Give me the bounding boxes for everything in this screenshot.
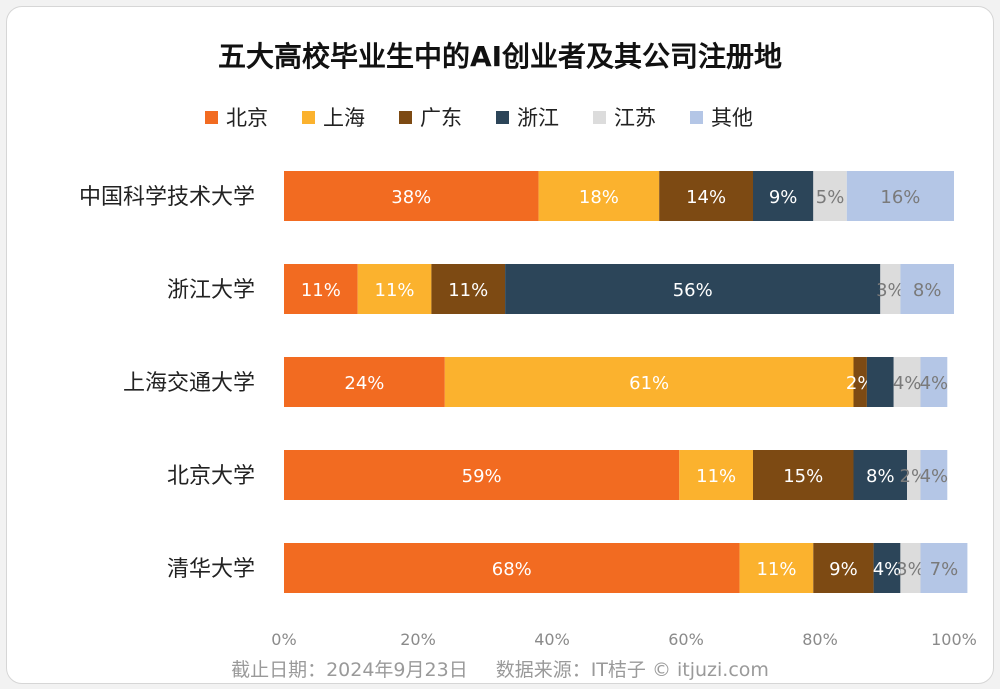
- data-label: 15%: [783, 466, 823, 487]
- chart-title: 五大高校毕业生中的AI创业者及其公司注册地: [217, 40, 783, 73]
- data-label: 7%: [930, 559, 959, 580]
- footer: 截止日期：2024年9月23日 数据来源：IT桔子 © itjuzi.com: [7, 655, 993, 682]
- category-label: 北京大学: [167, 464, 255, 489]
- category-label: 清华大学: [167, 557, 255, 582]
- x-tick-label: 80%: [802, 630, 838, 649]
- category-label: 浙江大学: [167, 278, 255, 303]
- data-label: 56%: [673, 280, 713, 301]
- bar-segment: [846, 171, 954, 221]
- bar-segment: [873, 543, 901, 593]
- legend-swatch: [399, 110, 412, 124]
- bar-segment: [813, 171, 847, 221]
- category-label: 中国科学技术大学: [79, 185, 255, 210]
- bar-segment: [679, 450, 753, 500]
- bar-segment: [866, 357, 894, 407]
- data-label: 5%: [816, 187, 845, 208]
- legend-item-other: 其他: [690, 102, 753, 132]
- legend-swatch: [496, 110, 509, 124]
- bar-segment: [920, 543, 968, 593]
- legend-item-beijing: 北京: [205, 102, 268, 132]
- data-label: 11%: [301, 280, 341, 301]
- data-label: 3%: [896, 559, 925, 580]
- data-label: 8%: [866, 466, 895, 487]
- data-label: 9%: [829, 559, 858, 580]
- bar-segment: [431, 264, 506, 314]
- data-label: 8%: [913, 280, 942, 301]
- x-tick-label: 40%: [534, 630, 570, 649]
- bar-segment: [659, 171, 753, 221]
- data-label: 11%: [448, 280, 488, 301]
- data-label: 18%: [579, 187, 619, 208]
- x-tick-label: 0%: [271, 630, 296, 649]
- stacked-bar-chart: 中国科学技术大学 38% 18% 14% 9% 5% 16% 浙江大学 11% 11% 11% 56%…: [79, 171, 977, 649]
- legend: 北京 上海 广东 浙江 江苏 其他: [205, 103, 753, 131]
- legend-item-zhejiang: 浙江: [496, 102, 559, 132]
- bar-segment: [444, 357, 854, 407]
- bar-segment: [880, 264, 901, 314]
- data-label: 4%: [920, 373, 949, 394]
- bar-segment: [284, 357, 445, 407]
- x-tick-label: 100%: [931, 630, 977, 649]
- legend-item-jiangsu: 江苏: [593, 102, 656, 132]
- bar-segment: [900, 543, 921, 593]
- bar-segment: [920, 357, 948, 407]
- bar-segment: [538, 171, 660, 221]
- bar-segment: [284, 450, 680, 500]
- data-label: 11%: [375, 280, 415, 301]
- footer-source: 数据来源：IT桔子 © itjuzi.com: [495, 659, 769, 681]
- legend-item-shanghai: 上海: [302, 102, 365, 132]
- bar-segment: [893, 357, 921, 407]
- bar-segment: [357, 264, 432, 314]
- data-label: 4%: [920, 466, 949, 487]
- bar-segment: [284, 543, 740, 593]
- data-label: 11%: [756, 559, 796, 580]
- x-tick-label: 20%: [400, 630, 436, 649]
- data-label: 61%: [629, 373, 669, 394]
- data-label: 59%: [462, 466, 502, 487]
- bar-segment: [284, 264, 358, 314]
- data-label: 4%: [873, 559, 902, 580]
- chart-card: 五大高校毕业生中的AI创业者及其公司注册地 北京 上海 广东 浙江 江苏 其他 …: [6, 6, 994, 684]
- data-label: 16%: [880, 187, 920, 208]
- legend-swatch: [205, 110, 218, 124]
- bar-segment: [853, 357, 867, 407]
- legend-item-guangdong: 广东: [399, 102, 462, 132]
- legend-swatch: [690, 110, 703, 124]
- legend-swatch: [302, 110, 315, 124]
- bar-segment: [900, 264, 954, 314]
- data-label: 38%: [391, 187, 431, 208]
- legend-swatch: [593, 110, 606, 124]
- bar-segment: [920, 450, 948, 500]
- bar-segment: [753, 171, 814, 221]
- data-label: 3%: [876, 280, 905, 301]
- x-tick-label: 60%: [668, 630, 704, 649]
- data-label: 9%: [769, 187, 798, 208]
- footer-date: 截止日期：2024年9月23日: [231, 659, 468, 681]
- bar-segment: [753, 450, 854, 500]
- data-label: 4%: [893, 373, 922, 394]
- bar-segment: [853, 450, 908, 500]
- bar-segment: [505, 264, 881, 314]
- bar-segment: [739, 543, 814, 593]
- data-label: 11%: [696, 466, 736, 487]
- data-label: 24%: [344, 373, 384, 394]
- category-label: 上海交通大学: [123, 371, 255, 396]
- data-label: 68%: [492, 559, 532, 580]
- data-label: 14%: [686, 187, 726, 208]
- bar-segment: [284, 171, 539, 221]
- bar-segment: [907, 450, 921, 500]
- bar-segment: [813, 543, 874, 593]
